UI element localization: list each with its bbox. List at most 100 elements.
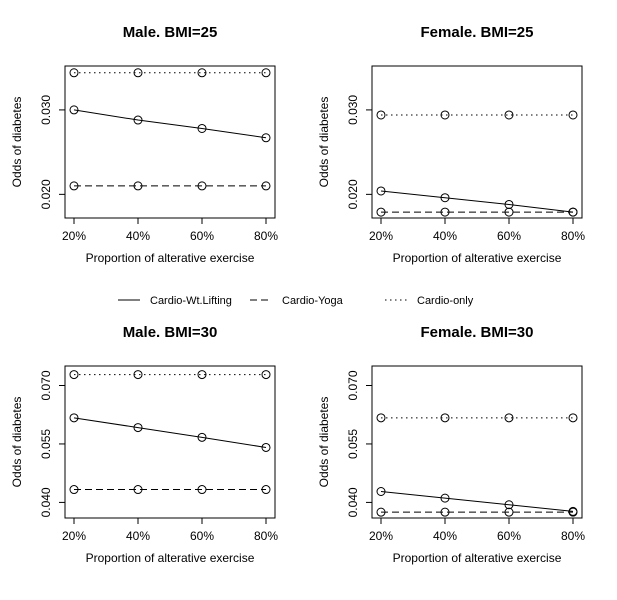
- panel-title: Male. BMI=30: [123, 324, 218, 341]
- x-axis-label: Proportion of alterative exercise: [393, 551, 562, 565]
- data-point: [440, 507, 450, 517]
- x-tick-label: 40%: [126, 529, 150, 543]
- x-tick-label: 20%: [62, 529, 86, 543]
- legend-item: Cardio-Wt.Lifting: [118, 295, 232, 307]
- legend-item: Cardio-Yoga: [250, 295, 344, 307]
- y-tick-label: 0.030: [346, 95, 360, 125]
- data-point: [133, 423, 143, 433]
- x-tick-label: 60%: [497, 229, 521, 243]
- data-point: [69, 181, 79, 191]
- x-tick-label: 40%: [433, 529, 457, 543]
- data-point: [376, 110, 386, 120]
- data-point: [69, 485, 79, 495]
- data-point: [440, 110, 450, 120]
- panels: Male. BMI=25 20% 40% 60% 80% 0.020 0.030 Propor…: [10, 24, 585, 565]
- data-point: [568, 507, 578, 517]
- data-point: [197, 68, 207, 78]
- y-tick-label: 0.020: [39, 179, 53, 209]
- data-point: [568, 207, 578, 217]
- data-point: [69, 370, 79, 380]
- y-axis-label: Odds of diabetes: [317, 397, 331, 488]
- data-point: [69, 105, 79, 115]
- y-tick-label: 0.055: [39, 429, 53, 459]
- panel-title: Female. BMI=30: [421, 324, 534, 341]
- data-point: [504, 500, 514, 510]
- data-point: [440, 207, 450, 217]
- x-axis-label: Proportion of alterative exercise: [393, 251, 562, 265]
- y-tick-label: 0.055: [346, 429, 360, 459]
- x-tick-label: 40%: [126, 229, 150, 243]
- data-point: [69, 68, 79, 78]
- y-axis-label: Odds of diabetes: [10, 397, 24, 488]
- y-tick-label: 0.070: [346, 370, 360, 400]
- data-point: [133, 485, 143, 495]
- data-point: [261, 442, 271, 452]
- data-point: [504, 507, 514, 517]
- y-axis-label: Odds of diabetes: [10, 97, 24, 188]
- legend-label: Cardio-Wt.Lifting: [150, 295, 232, 307]
- data-point: [197, 181, 207, 191]
- data-point: [376, 507, 386, 517]
- data-point: [133, 68, 143, 78]
- panel-1: Male. BMI=25 20% 40% 60% 80% 0.020 0.030 Propor…: [10, 24, 278, 265]
- data-point: [133, 370, 143, 380]
- data-point: [197, 370, 207, 380]
- y-tick-label: 0.030: [39, 95, 53, 125]
- plot-frame: [371, 365, 583, 519]
- plot-frame: [64, 65, 276, 219]
- data-point: [261, 485, 271, 495]
- series-line-cardio-wt-lifting: [380, 190, 574, 213]
- data-point: [440, 193, 450, 203]
- data-point: [568, 413, 578, 423]
- x-tick-label: 20%: [369, 229, 393, 243]
- data-point: [197, 123, 207, 133]
- data-point: [133, 181, 143, 191]
- data-point: [504, 413, 514, 423]
- data-point: [568, 110, 578, 120]
- data-point: [261, 181, 271, 191]
- data-point: [376, 486, 386, 496]
- data-point: [261, 370, 271, 380]
- panel-title: Male. BMI=25: [123, 24, 218, 41]
- x-tick-label: 20%: [369, 529, 393, 543]
- y-tick-label: 0.040: [39, 487, 53, 517]
- legend-item: Cardio-only: [385, 295, 474, 307]
- y-tick-label: 0.070: [39, 370, 53, 400]
- x-axis-label: Proportion of alterative exercise: [86, 551, 255, 565]
- data-point: [197, 432, 207, 442]
- y-tick-label: 0.040: [346, 487, 360, 517]
- data-point: [504, 110, 514, 120]
- data-point: [504, 207, 514, 217]
- panel-4: Female. BMI=30 20% 40% 60% 80% 0.040 0.055 0.07…: [317, 324, 585, 565]
- x-axis-label: Proportion of alterative exercise: [86, 251, 255, 265]
- x-tick-label: 60%: [190, 229, 214, 243]
- data-point: [440, 413, 450, 423]
- y-tick-label: 0.020: [346, 179, 360, 209]
- y-axis-label: Odds of diabetes: [317, 97, 331, 188]
- panel-title: Female. BMI=25: [421, 24, 534, 41]
- plot-frame: [371, 65, 583, 219]
- legend-label: Cardio-only: [417, 295, 474, 307]
- panel-3: Male. BMI=30 20% 40% 60% 80% 0.040 0.055 0.070 P…: [10, 324, 278, 565]
- series-line-cardio-wt-lifting: [73, 109, 267, 139]
- plot-frame: [64, 365, 276, 519]
- series-line-cardio-wt-lifting: [380, 491, 574, 512]
- series-line-cardio-wt-lifting: [73, 417, 267, 448]
- data-point: [133, 115, 143, 125]
- legend: Cardio-Wt.Lifting Cardio-Yoga Cardio-only: [118, 295, 474, 307]
- data-point: [376, 207, 386, 217]
- x-tick-label: 20%: [62, 229, 86, 243]
- x-tick-label: 80%: [561, 529, 585, 543]
- data-point: [261, 68, 271, 78]
- x-tick-label: 80%: [254, 529, 278, 543]
- x-tick-label: 40%: [433, 229, 457, 243]
- x-tick-label: 60%: [190, 529, 214, 543]
- data-point: [376, 413, 386, 423]
- data-point: [376, 186, 386, 196]
- data-point: [440, 493, 450, 503]
- x-tick-label: 60%: [497, 529, 521, 543]
- panel-2: Female. BMI=25 20% 40% 60% 80% 0.020 0.030 Prop…: [317, 24, 585, 265]
- x-tick-label: 80%: [561, 229, 585, 243]
- legend-label: Cardio-Yoga: [282, 295, 344, 307]
- data-point: [197, 485, 207, 495]
